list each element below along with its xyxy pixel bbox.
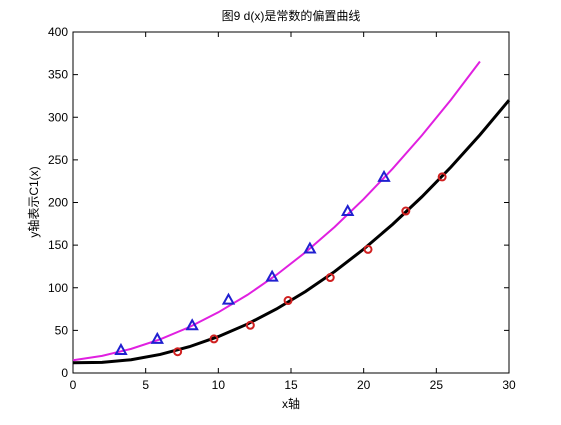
triangle-marker [185, 318, 199, 331]
circle-marker [363, 244, 373, 254]
triangle-marker [340, 203, 355, 217]
x-tick-label: 30 [502, 378, 516, 392]
x-tick-label: 5 [142, 378, 149, 392]
x-tick-label: 10 [212, 378, 226, 392]
y-tick-label: 50 [55, 323, 69, 337]
series-line [72, 60, 481, 362]
x-tick-label: 20 [357, 378, 371, 392]
y-tick-label: 0 [61, 366, 68, 380]
triangle-marker [265, 269, 279, 282]
y-tick-label: 400 [48, 25, 68, 39]
x-axis-label: x轴 [282, 396, 300, 411]
y-tick-label: 100 [48, 281, 68, 295]
triangle-marker [377, 169, 391, 182]
x-tick-label: 15 [284, 378, 298, 392]
triangle-marker [303, 241, 317, 254]
triangle-marker [221, 292, 236, 305]
x-tick-label: 25 [430, 378, 444, 392]
circle-marker [209, 334, 219, 344]
triangle-marker [114, 342, 128, 355]
y-tick-label: 200 [48, 196, 68, 210]
y-axis-label: y轴表示C1(x) [26, 166, 41, 237]
circle-marker [401, 206, 411, 216]
circle-marker [325, 273, 335, 283]
y-tick-label: 150 [48, 238, 68, 252]
y-tick-label: 350 [48, 68, 68, 82]
chart-title: 图9 d(x)是常数的偏置曲线 [222, 8, 361, 23]
circle-marker [173, 347, 183, 357]
circle-marker [283, 296, 293, 306]
y-tick-label: 250 [48, 153, 68, 167]
x-tick-label: 0 [70, 378, 77, 392]
y-tick-label: 300 [48, 110, 68, 124]
circle-marker [437, 172, 447, 182]
triangle-marker [150, 331, 164, 344]
circle-marker [245, 320, 255, 330]
